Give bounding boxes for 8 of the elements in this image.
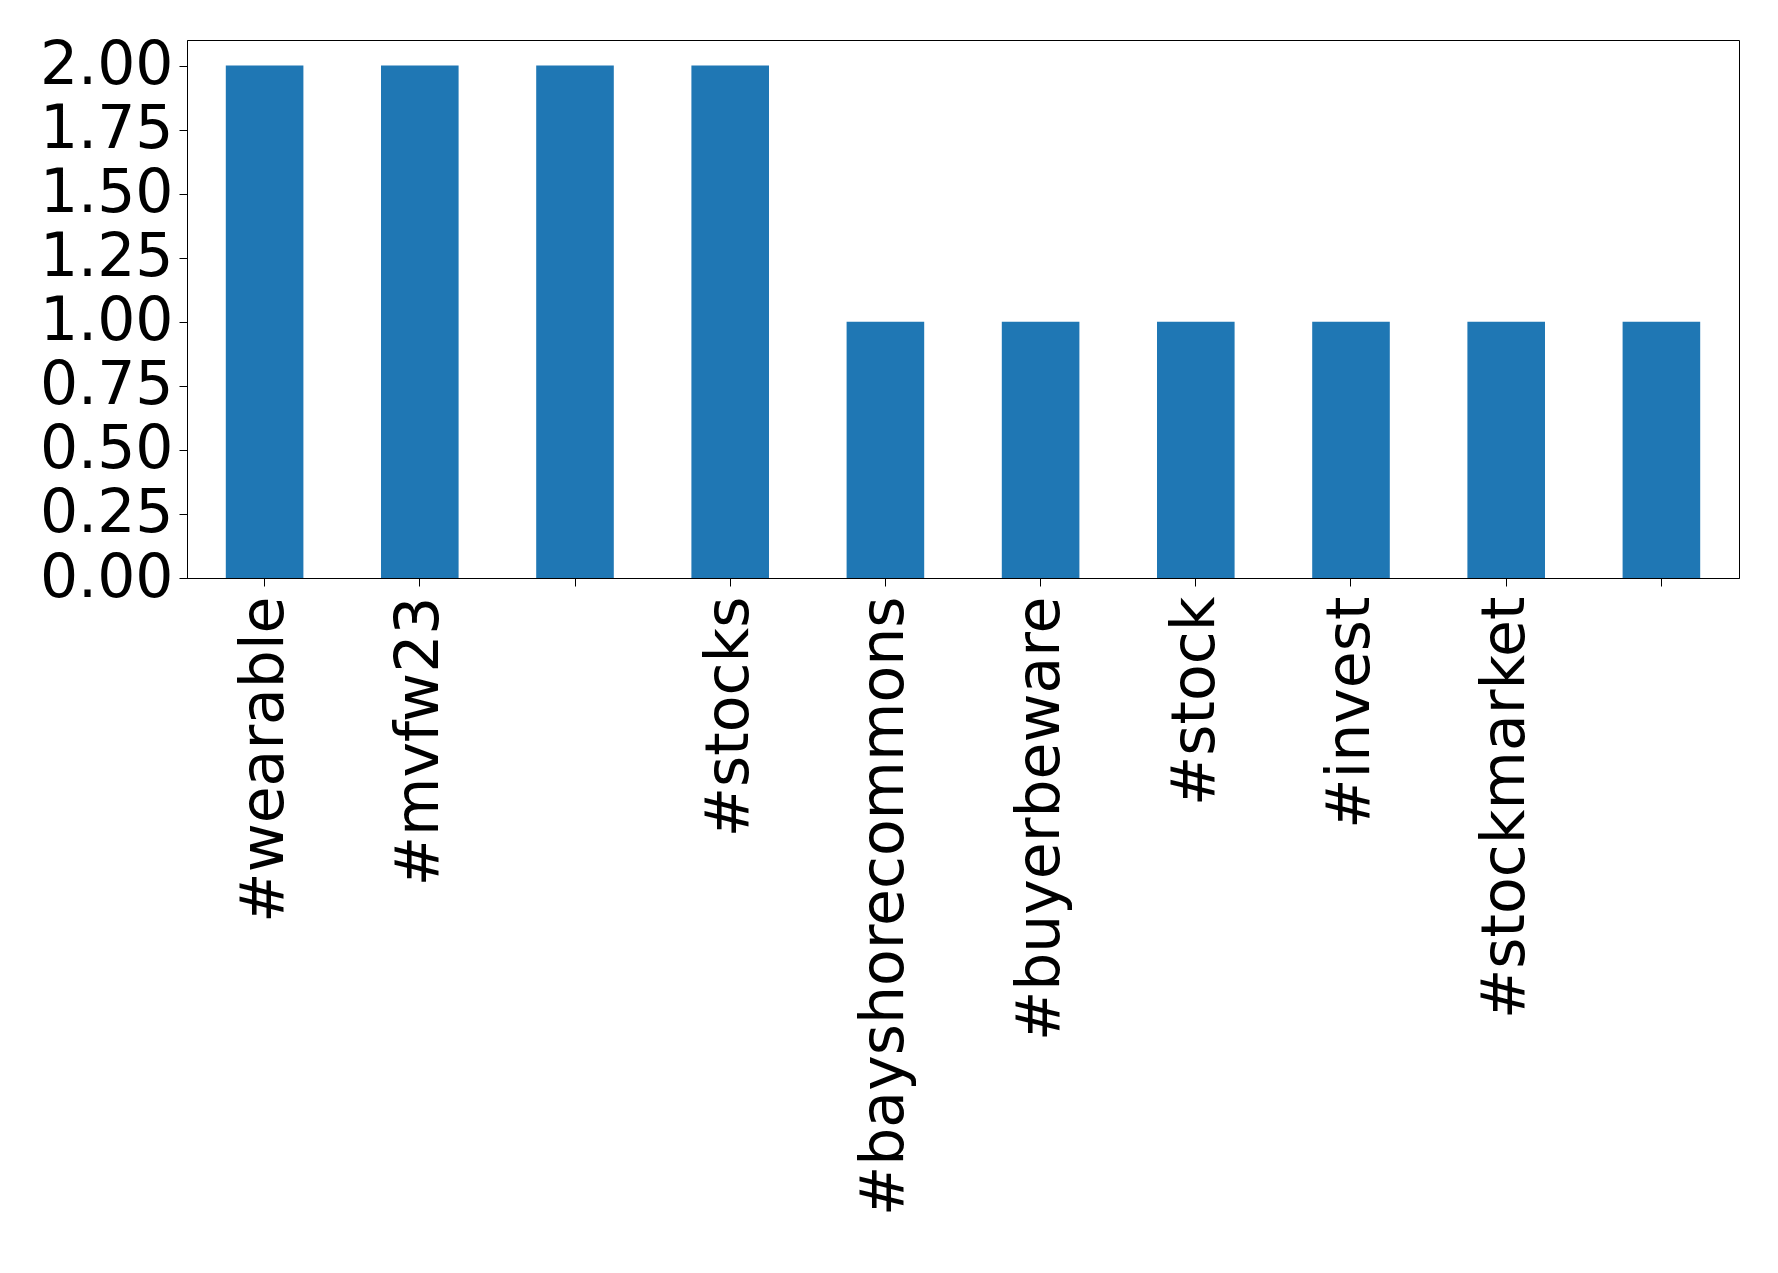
x-tick-label: #buyerbeware [1002, 596, 1073, 1042]
x-tick-label: #mvfw23 [381, 596, 452, 887]
x-tick-label: #invest [1313, 596, 1383, 829]
x-tick-label: #bayshorecommons [847, 596, 918, 1216]
x-tick-label: #stocks [692, 596, 763, 838]
x-tick-label: #wearable [226, 596, 297, 923]
x-tick-label: #stock [1157, 596, 1228, 807]
x-tick-label: #stockmarket [1468, 596, 1539, 1019]
